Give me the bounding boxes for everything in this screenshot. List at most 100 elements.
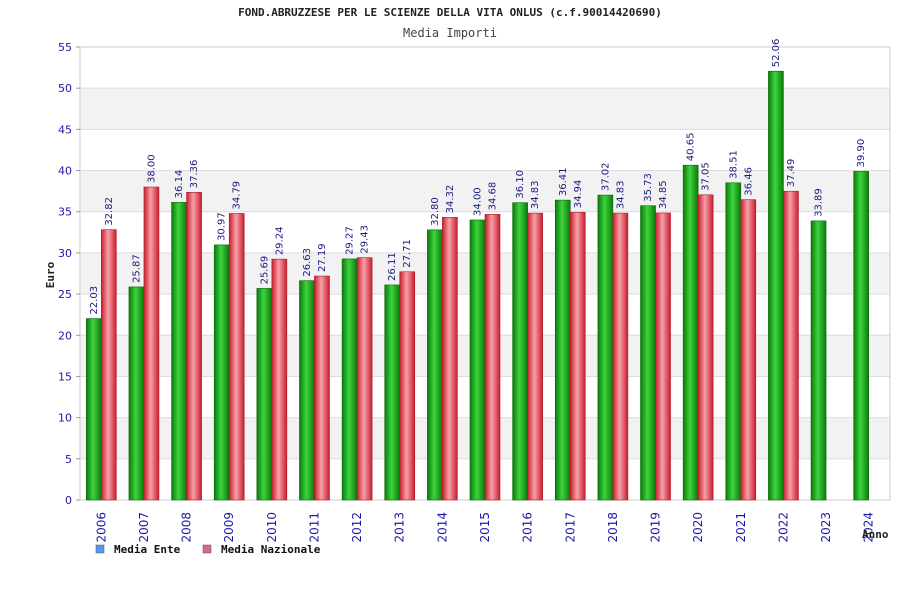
x-tick-label: 2008: [180, 512, 194, 543]
x-tick-label: 2019: [649, 512, 663, 543]
chart-title: FOND.ABRUZZESE PER LE SCIENZE DELLA VITA…: [238, 6, 662, 19]
data-label: 40.65: [686, 133, 697, 162]
data-label: 29.43: [360, 225, 371, 254]
data-label: 34.94: [573, 180, 584, 209]
x-tick-label: 2014: [435, 512, 449, 543]
x-tick-label: 2015: [478, 512, 492, 543]
data-label: 37.02: [600, 162, 611, 191]
bar-media-ente: [384, 284, 401, 501]
legend-swatch-media-ente: [95, 544, 105, 554]
y-axis-ticks: 0 5 10 15 20 25 30 35 40 45 50 55: [58, 41, 80, 507]
bar-media-nazionale: [442, 217, 458, 501]
x-tick-label: 2009: [222, 512, 236, 543]
data-label: 36.10: [515, 170, 526, 199]
x-axis-label: Anno: [862, 528, 889, 541]
y-tick-label: 5: [65, 453, 72, 466]
bar-media-ente: [853, 171, 869, 501]
x-tick-label: 2020: [691, 512, 705, 543]
bars-group: [86, 70, 869, 501]
bar-media-nazionale: [399, 271, 416, 501]
data-label: 37.49: [786, 159, 797, 188]
data-label: 25.87: [131, 254, 142, 283]
bar-media-ente: [597, 194, 614, 501]
x-tick-label: 2024: [862, 512, 876, 543]
y-tick-label: 25: [58, 288, 72, 301]
bar-media-nazionale: [697, 194, 714, 501]
data-label: 34.85: [658, 180, 669, 209]
bar-media-nazionale: [783, 190, 799, 501]
plot-band: [80, 47, 890, 89]
bar-media-ente: [554, 199, 571, 501]
bar-media-nazionale: [314, 275, 330, 501]
bar-media-nazionale: [101, 229, 117, 501]
data-label: 27.19: [317, 243, 328, 272]
data-labels: 22.03 32.82 25.87 38.00 36.14 37.36 30.97 34.79…: [89, 39, 867, 315]
x-tick-label: 2007: [137, 512, 151, 543]
x-axis-ticks: 2006 2007 2008 2009 2010 2011 2012 2013 2014 2015…: [94, 512, 875, 543]
bar-media-ente: [427, 229, 443, 501]
x-tick-label: 2022: [776, 512, 790, 543]
bar-media-ente: [171, 202, 187, 501]
bar-media-ente: [128, 286, 145, 501]
data-label: 30.97: [217, 212, 228, 241]
x-tick-label: 2011: [307, 512, 321, 543]
data-label: 36.41: [558, 167, 569, 196]
legend-label-media-ente: Media Ente: [114, 543, 181, 556]
data-label: 29.27: [345, 226, 356, 255]
data-label: 25.69: [259, 256, 270, 285]
x-tick-label: 2013: [393, 512, 407, 543]
bar-media-nazionale: [271, 258, 288, 501]
bar-media-nazionale: [356, 257, 373, 501]
data-label: 26.63: [302, 248, 313, 277]
x-tick-label: 2010: [265, 512, 279, 543]
y-tick-label: 20: [58, 329, 72, 342]
x-tick-label: 2012: [350, 512, 364, 543]
chart-subtitle: Media Importi: [403, 26, 497, 40]
data-label: 33.89: [814, 188, 825, 217]
data-label: 34.68: [488, 182, 499, 211]
x-tick-label: 2021: [734, 512, 748, 543]
plot-band: [80, 129, 890, 171]
data-label: 37.05: [701, 162, 712, 191]
bar-media-ente: [341, 258, 358, 501]
plot-band: [80, 88, 890, 130]
bar-media-nazionale: [569, 211, 586, 501]
y-tick-label: 0: [65, 494, 72, 507]
y-tick-label: 55: [58, 41, 72, 54]
bar-media-ente: [725, 182, 742, 501]
bar-media-ente: [299, 280, 315, 501]
bar-media-nazionale: [527, 212, 543, 501]
bar-media-ente: [682, 164, 699, 501]
data-label: 38.51: [728, 150, 739, 179]
data-label: 29.24: [274, 227, 285, 256]
data-label: 52.06: [771, 39, 782, 68]
data-label: 36.46: [743, 167, 754, 196]
bar-media-ente: [256, 288, 273, 501]
bar-media-ente: [640, 205, 656, 501]
y-tick-label: 35: [58, 206, 72, 219]
data-label: 39.90: [856, 139, 867, 168]
legend-swatch-media-nazionale: [202, 544, 212, 554]
legend: Media Ente Media Nazionale: [95, 543, 321, 556]
y-tick-label: 15: [58, 370, 72, 383]
data-label: 22.03: [89, 286, 100, 315]
bar-media-nazionale: [740, 199, 757, 501]
data-label: 38.00: [146, 154, 157, 183]
bar-media-ente: [768, 70, 784, 501]
bar-media-nazionale: [655, 212, 671, 501]
x-tick-label: 2023: [819, 512, 833, 543]
y-tick-label: 40: [58, 165, 72, 178]
bar-media-ente: [469, 219, 486, 501]
data-label: 35.73: [643, 173, 654, 202]
data-label: 32.80: [430, 197, 441, 226]
x-tick-label: 2018: [606, 512, 620, 543]
bar-media-ente: [213, 244, 230, 501]
legend-label-media-nazionale: Media Nazionale: [221, 543, 321, 556]
data-label: 37.36: [189, 160, 200, 189]
data-label: 34.32: [445, 185, 456, 214]
y-axis-label: Euro: [44, 261, 57, 288]
data-label: 27.71: [402, 239, 413, 268]
data-label: 34.79: [232, 181, 243, 210]
